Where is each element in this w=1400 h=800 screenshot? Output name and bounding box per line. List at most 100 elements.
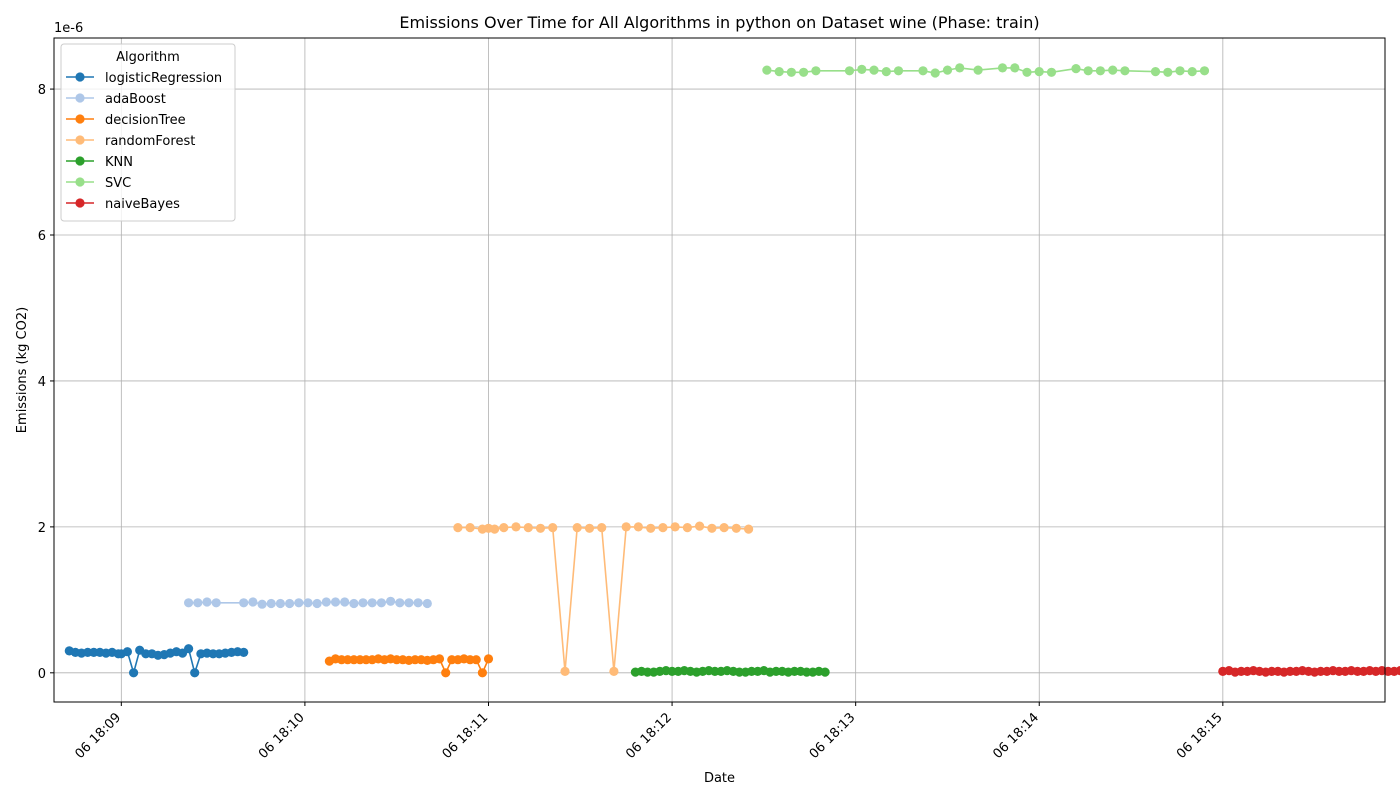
grid <box>54 38 1385 702</box>
data-point <box>609 666 619 677</box>
legend-item: decisionTree <box>66 113 186 128</box>
series-line <box>766 67 1205 74</box>
legend-item: adaBoost <box>66 92 166 107</box>
legend-item: SVC <box>66 176 131 191</box>
data-point <box>465 523 475 533</box>
data-point <box>477 668 487 678</box>
data-point <box>413 598 423 608</box>
data-point <box>303 598 313 608</box>
data-point <box>285 598 295 609</box>
data-point <box>129 668 139 678</box>
legend-label: logisticRegression <box>105 71 222 86</box>
data-point <box>358 598 368 608</box>
data-point <box>1046 67 1057 77</box>
data-point <box>707 523 717 533</box>
data-point <box>330 597 341 607</box>
data-point <box>490 524 500 534</box>
legend-marker <box>75 72 85 82</box>
y-tick-label: 8 <box>38 83 46 98</box>
data-point <box>1108 65 1118 75</box>
legend-label: SVC <box>105 176 131 191</box>
data-point <box>122 647 132 657</box>
legend-marker <box>75 177 85 187</box>
x-axis-label: Date <box>704 771 735 786</box>
data-point <box>1034 67 1044 77</box>
data-point <box>434 654 445 664</box>
data-point <box>893 66 904 76</box>
data-point <box>239 598 249 608</box>
data-point <box>670 522 680 532</box>
data-point <box>367 598 377 608</box>
legend-item: randomForest <box>66 134 195 149</box>
data-point <box>184 598 194 608</box>
data-point <box>584 523 595 533</box>
series-KNN <box>630 666 830 677</box>
data-point <box>275 598 285 609</box>
data-point <box>572 523 582 533</box>
data-point <box>1395 666 1400 676</box>
data-point <box>239 647 249 658</box>
data-point <box>1150 67 1161 77</box>
data-point <box>930 68 940 78</box>
data-point <box>523 523 533 533</box>
data-point <box>633 522 644 532</box>
y-tick-label: 2 <box>38 521 46 536</box>
data-point <box>1175 66 1185 76</box>
data-point <box>257 599 267 609</box>
plot-frame <box>53 37 1386 703</box>
data-point <box>535 523 546 533</box>
series-layer <box>64 63 1400 678</box>
legend-label: KNN <box>105 155 133 170</box>
legend-marker <box>75 198 85 208</box>
data-point <box>811 66 821 76</box>
data-point <box>499 523 509 533</box>
data-point <box>266 598 276 609</box>
data-point <box>621 522 631 532</box>
chart-title: Emissions Over Time for All Algorithms i… <box>399 13 1039 32</box>
data-point <box>695 521 705 531</box>
data-point <box>471 655 481 665</box>
legend-item: naiveBayes <box>66 197 180 212</box>
legend-item: logisticRegression <box>66 71 222 86</box>
data-point <box>386 596 396 606</box>
data-point <box>973 65 983 75</box>
legend-marker <box>75 135 85 145</box>
y-tick-label: 0 <box>38 667 46 682</box>
data-point <box>202 597 212 607</box>
y-tick-label: 6 <box>38 229 46 244</box>
data-point <box>184 644 194 654</box>
data-point <box>1022 67 1032 77</box>
data-point <box>376 598 386 608</box>
data-point <box>422 598 432 609</box>
y-offset-label: 1e-6 <box>54 21 83 36</box>
data-point <box>1187 67 1197 77</box>
data-point <box>762 65 772 75</box>
data-point <box>646 523 656 533</box>
data-point <box>193 598 203 608</box>
series-decisionTree <box>324 654 494 678</box>
data-point <box>942 65 953 75</box>
data-point <box>349 598 359 609</box>
data-point <box>321 597 331 607</box>
data-point <box>1199 66 1210 76</box>
legend-label: naiveBayes <box>105 197 180 212</box>
data-point <box>955 63 965 73</box>
data-point <box>881 67 891 77</box>
data-point <box>682 523 693 533</box>
data-point <box>1163 67 1173 77</box>
series-logisticRegression <box>64 644 249 678</box>
series-naiveBayes <box>1218 666 1400 677</box>
data-point <box>658 523 668 533</box>
legend-label: randomForest <box>105 134 195 149</box>
data-point <box>211 598 221 608</box>
y-tick-label: 4 <box>38 375 46 390</box>
legend-label: adaBoost <box>105 92 166 107</box>
data-point <box>294 598 304 608</box>
data-point <box>1010 63 1020 73</box>
data-point <box>719 523 729 533</box>
y-axis-label: Emissions (kg CO2) <box>15 307 30 433</box>
data-point <box>1120 66 1130 76</box>
legend-label: decisionTree <box>105 113 186 128</box>
legend-marker <box>75 93 85 103</box>
